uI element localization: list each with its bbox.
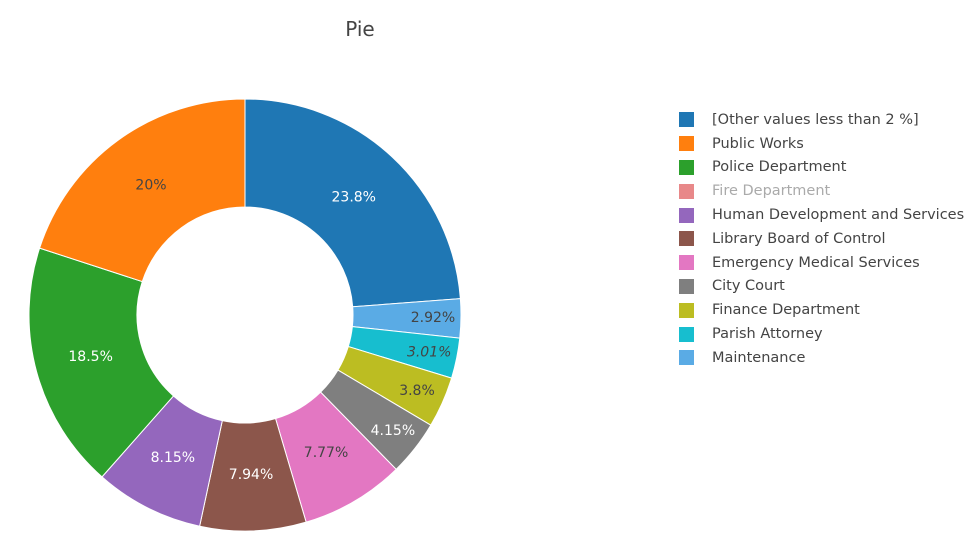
pie-slice[interactable]	[28, 247, 175, 478]
legend-item[interactable]: City Court	[679, 275, 964, 299]
legend-item[interactable]: Parish Attorney	[679, 322, 964, 346]
legend-label: Maintenance	[712, 349, 806, 366]
slice-label: 4.15%	[371, 423, 415, 439]
legend-item[interactable]: Maintenance	[679, 346, 964, 370]
legend-label: Fire Department	[712, 183, 831, 200]
legend-item[interactable]: Public Works	[679, 132, 964, 156]
legend-swatch	[679, 326, 694, 342]
slice-label: 7.77%	[304, 445, 348, 461]
legend-swatch	[679, 183, 694, 199]
legend-swatch	[679, 231, 694, 247]
legend-swatch	[679, 278, 694, 294]
legend-label: Public Works	[712, 135, 804, 152]
pie-slice[interactable]	[244, 98, 461, 308]
legend-swatch	[679, 159, 694, 175]
legend-label: Parish Attorney	[712, 326, 823, 343]
legend-swatch	[679, 350, 694, 366]
pie-slice[interactable]	[38, 98, 246, 283]
slice-label: 3.8%	[399, 383, 435, 399]
legend-swatch	[679, 207, 694, 223]
slice-label: 2.92%	[411, 310, 455, 326]
chart-title: Pie	[345, 17, 375, 41]
legend-label: [Other values less than 2 %]	[712, 111, 919, 128]
legend-item[interactable]: Human Development and Services	[679, 203, 964, 227]
legend-swatch	[679, 112, 694, 128]
slice-label: 8.15%	[151, 450, 195, 466]
legend-label: Emergency Medical Services	[712, 254, 920, 271]
slice-label: 3.01%	[407, 345, 451, 361]
legend-label: Finance Department	[712, 302, 860, 319]
legend-item[interactable]: Fire Department	[679, 179, 964, 203]
slice-label: 23.8%	[332, 190, 376, 206]
legend-item[interactable]: Library Board of Control	[679, 227, 964, 251]
donut-chart: 23.8% 2.92% 3.01% 3.8% 4.15% 7.77% 7.94% 8.15% 1…	[28, 98, 462, 532]
legend: [Other values less than 2 %] Public Works…	[679, 108, 964, 370]
legend-label: City Court	[712, 278, 785, 295]
legend-swatch	[679, 255, 694, 271]
legend-item[interactable]: Emergency Medical Services	[679, 251, 964, 275]
slice-label: 20%	[135, 178, 166, 194]
legend-item[interactable]: Finance Department	[679, 298, 964, 322]
legend-item[interactable]: [Other values less than 2 %]	[679, 108, 964, 132]
slice-label: 7.94%	[229, 467, 273, 483]
slice-label: 18.5%	[68, 349, 112, 365]
legend-label: Police Department	[712, 159, 847, 176]
legend-label: Human Development and Services	[712, 207, 965, 224]
legend-swatch	[679, 302, 694, 318]
legend-item[interactable]: Police Department	[679, 156, 964, 180]
legend-swatch	[679, 136, 694, 152]
legend-label: Library Board of Control	[712, 230, 886, 247]
